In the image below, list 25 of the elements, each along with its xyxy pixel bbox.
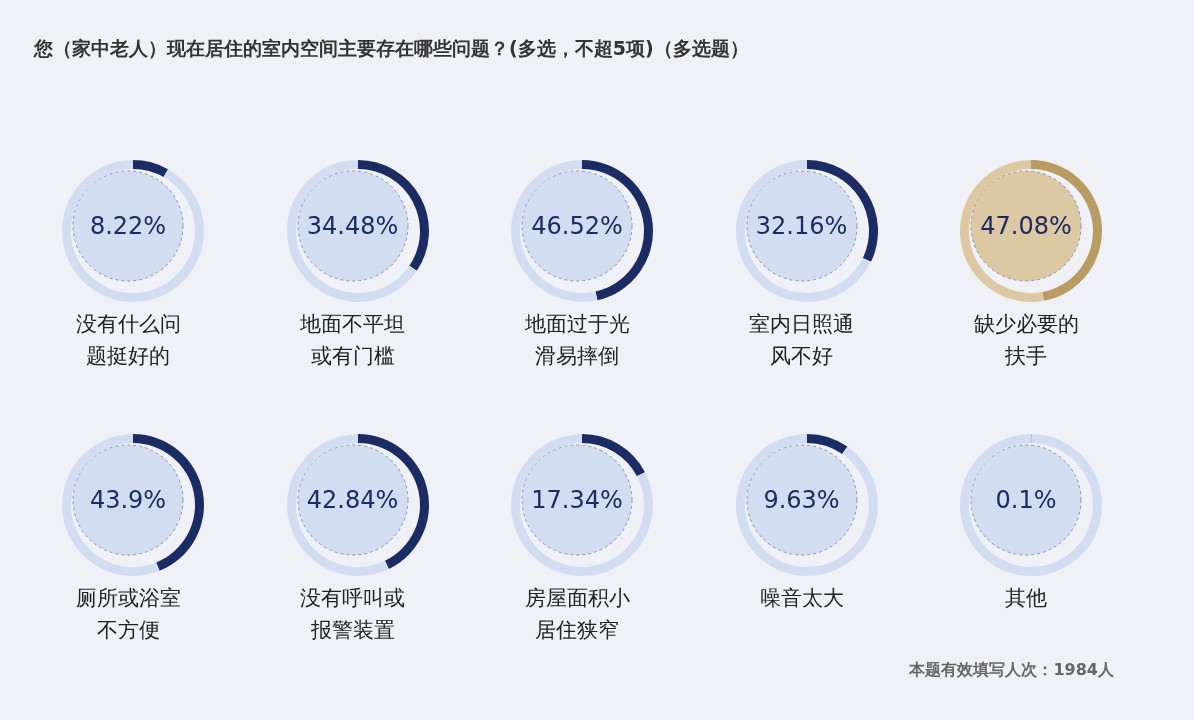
text: 地面不平坦或有门槛 <box>299 311 406 370</box>
text: 32.16% <box>754 211 849 242</box>
donut-slice <box>582 434 645 477</box>
text: 您（家中老人）现在居住的室内空间主要存在哪些问题？(多选，不超5项)（多选题） <box>34 36 749 61</box>
text: 房屋面积小居住狭窄 <box>524 585 630 644</box>
text: 本题有效填写人次：1984人 <box>909 660 1114 681</box>
text: 其他 <box>1004 585 1048 612</box>
text: 43.9% <box>88 485 168 516</box>
text: 17.34% <box>530 485 624 516</box>
donut-slice <box>806 434 847 455</box>
text: 厕所或浴室不方便 <box>75 585 181 644</box>
text: 34.48% <box>305 211 400 242</box>
text: 地面过于光滑易摔倒 <box>524 311 630 370</box>
text: 0.1% <box>994 485 1058 516</box>
text: 42.84% <box>305 485 400 516</box>
text: 47.08% <box>979 211 1073 242</box>
text: 缺少必要的扶手 <box>973 311 1079 370</box>
text: 噪音太大 <box>758 585 845 612</box>
text: 室内日照通风不好 <box>748 311 855 370</box>
text: 没有什么问题挺好的 <box>75 311 181 370</box>
text: 没有呼叫或报警装置 <box>299 585 406 644</box>
text: 46.52% <box>530 211 624 242</box>
text: 8.22% <box>88 211 168 242</box>
text: 9.63% <box>762 485 841 516</box>
donut-slice <box>133 160 169 178</box>
